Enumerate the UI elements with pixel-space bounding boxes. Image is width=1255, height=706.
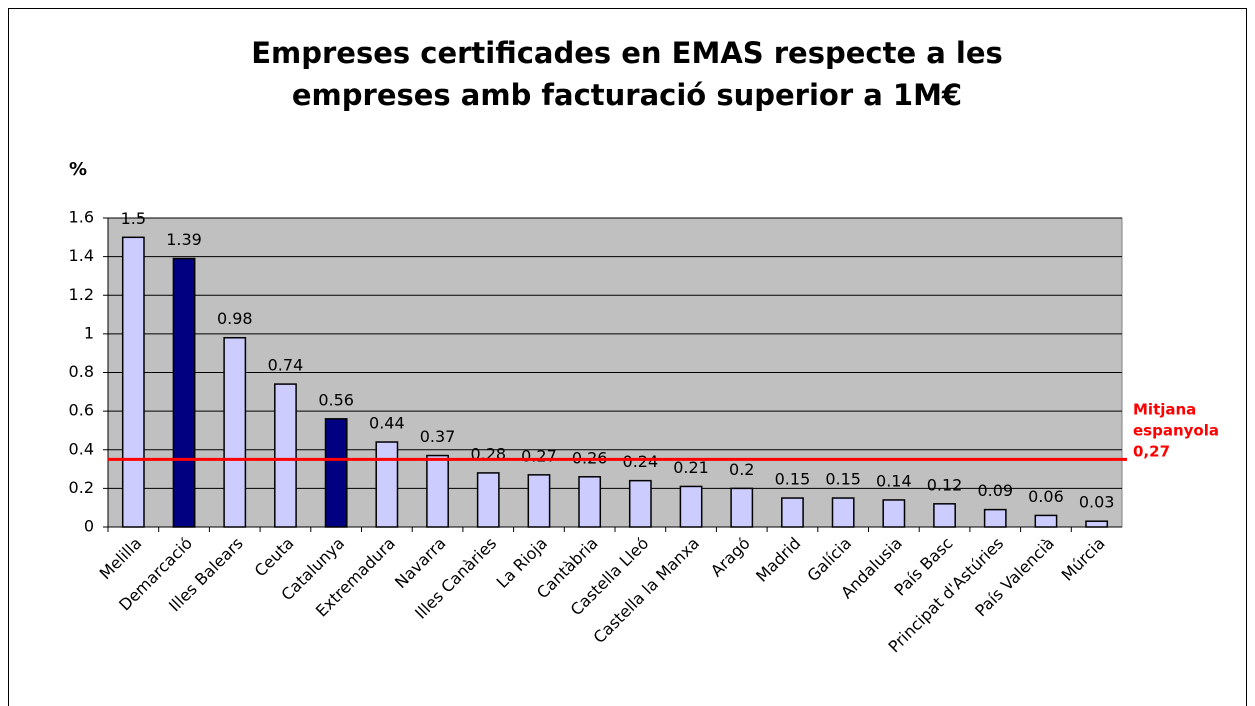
value-label: 0.2	[729, 460, 754, 479]
bar	[831, 497, 855, 528]
bar	[679, 485, 703, 528]
y-tick-label: 0.2	[69, 478, 94, 497]
bar	[223, 336, 247, 528]
y-axis-label: %	[69, 159, 87, 180]
value-label: 0.56	[318, 390, 354, 409]
chart-title: empreses amb facturació superior a 1M€	[292, 78, 962, 112]
chart-title: Empreses certificades en EMAS respecte a…	[251, 36, 1003, 70]
bar	[375, 441, 399, 528]
value-label: 0.74	[268, 356, 304, 375]
bar	[882, 499, 906, 528]
annotation: 0,27	[1133, 443, 1170, 461]
bar	[476, 472, 500, 528]
value-label: 1.39	[166, 230, 202, 249]
bar	[628, 479, 652, 528]
bar	[730, 487, 754, 528]
value-label: 0.26	[572, 448, 608, 467]
value-label: 0.15	[775, 470, 811, 489]
y-tick-label: 1.2	[69, 285, 94, 304]
y-tick-label: 0.4	[69, 439, 94, 458]
bar	[983, 508, 1007, 528]
value-label: 0.27	[521, 446, 557, 465]
value-label: 1.5	[121, 209, 146, 228]
bar	[426, 454, 449, 528]
bar	[933, 503, 956, 528]
value-label: 0.09	[977, 481, 1013, 500]
value-label: 0.24	[623, 452, 659, 471]
bar	[324, 418, 348, 528]
bar	[1085, 520, 1109, 528]
y-tick-label: 0.6	[69, 401, 94, 420]
value-label: 0.21	[673, 458, 709, 477]
value-label: 0.15	[825, 470, 861, 489]
value-label: 0.14	[876, 471, 912, 490]
value-label: 0.44	[369, 414, 405, 433]
y-tick-label: 1.6	[69, 208, 94, 227]
bar	[274, 383, 297, 528]
value-label: 0.12	[927, 475, 963, 494]
bar	[781, 497, 804, 528]
y-tick-label: 0.8	[69, 362, 94, 381]
bar	[1034, 514, 1058, 528]
y-tick-label: 0	[84, 517, 94, 536]
bar	[527, 474, 551, 528]
y-tick-label: 1	[84, 323, 94, 342]
bar	[172, 257, 196, 528]
value-label: 0.98	[217, 309, 253, 328]
annotation: Mitjana	[1133, 401, 1196, 419]
bar	[578, 476, 602, 528]
value-label: 0.37	[420, 427, 456, 446]
bar	[121, 236, 145, 528]
value-label: 0.03	[1079, 493, 1115, 512]
y-tick-label: 1.4	[69, 246, 94, 265]
value-label: 0.06	[1028, 487, 1064, 506]
annotation: espanyola	[1133, 422, 1219, 440]
